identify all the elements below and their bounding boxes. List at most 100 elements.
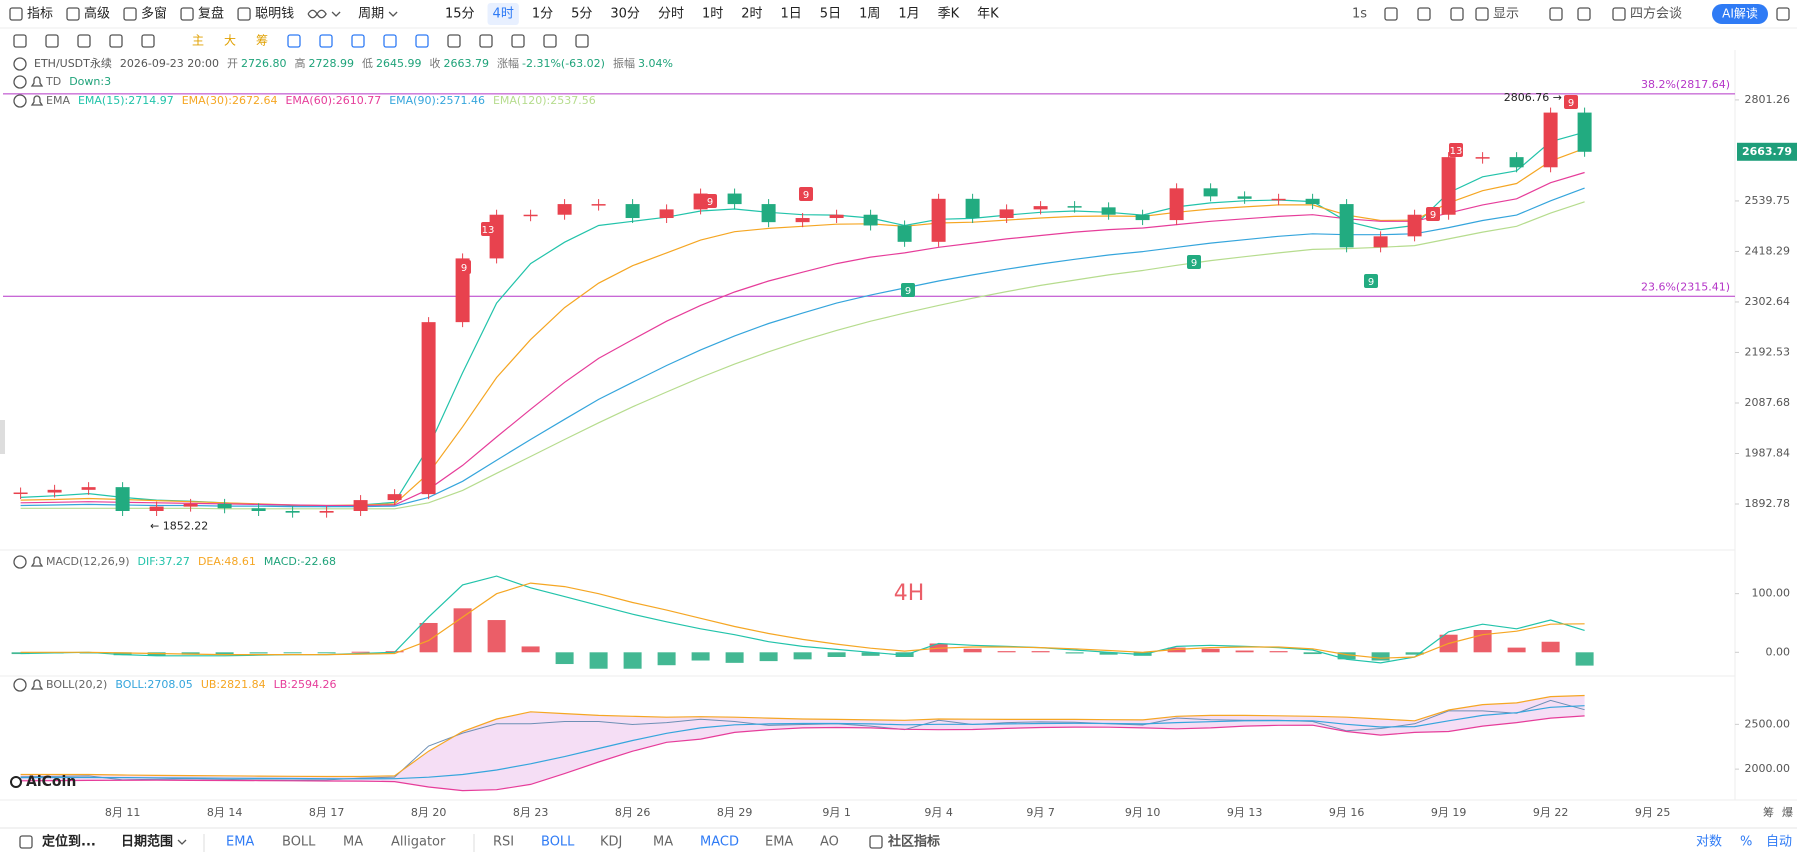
icon[interactable] [1384,7,1398,21]
bell-icon[interactable] [30,556,44,567]
sub-indicator[interactable]: KDJ [600,835,622,850]
interval[interactable]: 1日 [781,7,802,22]
icon[interactable] [1417,7,1431,21]
interval[interactable]: 1周 [859,7,880,22]
axis-extra[interactable]: 筹 [1763,805,1774,819]
icon[interactable] [109,34,123,48]
sub-indicator[interactable]: EMA [765,835,793,850]
sub-indicator[interactable]: BOLL [541,835,575,850]
draw-tool[interactable]: 大 [224,34,236,48]
candle-body [1271,198,1286,201]
icon[interactable] [45,34,59,48]
interval[interactable]: 2时 [741,7,762,22]
collapse-icon[interactable] [13,678,27,692]
toolbar-right-item[interactable]: 四方会谈 [1630,6,1682,22]
icon[interactable] [511,34,525,48]
icon[interactable] [351,34,365,48]
interval-active[interactable] [487,3,519,25]
date-range[interactable]: 日期范围 [121,834,173,850]
draw-tool[interactable]: 主 [192,34,204,48]
sub-indicator[interactable]: AO [820,835,839,850]
menu-item[interactable]: 指标 [27,7,53,22]
icon[interactable] [479,34,493,48]
scale-option[interactable]: % [1740,835,1752,850]
icon[interactable] [1577,7,1591,21]
scale-option[interactable]: 自动 [1766,835,1792,850]
bell-icon[interactable] [30,95,44,106]
sub-indicator[interactable]: MACD [700,835,739,850]
interval[interactable]: 1时 [702,7,723,22]
side-tab[interactable] [0,420,5,454]
interval[interactable]: 4时 [493,7,514,22]
infinity-icon[interactable] [307,9,327,19]
locate-button[interactable]: 定位到... [41,834,96,850]
community-indicators[interactable]: 社区指标 [887,834,940,850]
period-menu[interactable]: 周期 [358,7,384,22]
sub-indicator[interactable]: RSI [493,835,514,850]
x-tick-label: 9月 19 [1431,806,1467,819]
icon[interactable] [1612,7,1626,21]
interval[interactable]: 1月 [898,7,919,22]
icon[interactable] [123,7,137,21]
axis-extra[interactable]: 爆 [1782,805,1793,819]
icon[interactable] [575,34,589,48]
icon[interactable] [1776,7,1790,21]
collapse-icon[interactable] [13,57,27,71]
menu-item[interactable]: 聪明钱 [255,7,294,22]
icon[interactable] [9,7,23,21]
macd-bar [215,652,234,655]
legend-item: MACD:-22.68 [264,555,336,568]
icon[interactable] [319,34,333,48]
bell-icon[interactable] [30,76,44,87]
scale-option[interactable]: 对数 [1696,835,1722,850]
toolbar-right-item[interactable]: 显示 [1493,7,1519,22]
icon[interactable] [543,34,557,48]
icon[interactable] [383,34,397,48]
icon[interactable] [77,34,91,48]
icon[interactable] [415,34,429,48]
icon[interactable] [447,34,461,48]
menu-item[interactable]: 多窗 [141,6,167,22]
draw-tool[interactable]: 筹 [256,34,268,48]
candle-body [489,214,504,259]
interval[interactable]: 5日 [820,7,841,22]
interval[interactable]: 5分 [571,7,592,22]
main-indicator[interactable]: Alligator [391,835,446,850]
bell-icon[interactable] [30,679,44,690]
interval[interactable]: 30分 [610,7,640,22]
icon[interactable] [869,835,883,849]
icon[interactable] [237,7,251,21]
sub-indicator[interactable]: MA [653,835,673,850]
icon[interactable] [1549,7,1563,21]
chevron[interactable] [177,839,187,845]
icon[interactable] [180,7,194,21]
interval[interactable]: 季K [938,7,960,22]
interval[interactable]: 1分 [532,7,553,22]
chevron[interactable] [388,11,398,17]
icon[interactable] [13,34,27,48]
menu-item[interactable]: 高级 [84,6,110,22]
x-tick-label: 9月 4 [924,806,953,819]
toolbar-right-item[interactable]: 1s [1352,7,1367,22]
icon[interactable] [141,34,155,48]
chevron[interactable] [331,11,341,17]
main-indicator[interactable]: BOLL [282,835,316,850]
ai-button-label[interactable]: AI解读 [1722,7,1758,21]
main-indicator[interactable]: MA [343,835,363,850]
collapse-icon[interactable] [13,94,27,108]
candle-body [829,214,844,219]
icon[interactable] [66,7,80,21]
interval[interactable]: 15分 [445,7,475,22]
ai-button[interactable] [1712,4,1768,24]
interval[interactable]: 年K [977,7,999,22]
interval[interactable]: 分时 [658,7,684,22]
icon[interactable] [19,835,33,849]
icon[interactable] [287,34,301,48]
main-indicator[interactable]: EMA [226,835,254,850]
td-marker [703,194,717,208]
icon[interactable] [1450,7,1464,21]
collapse-icon[interactable] [13,75,27,89]
collapse-icon[interactable] [13,555,27,569]
icon[interactable] [1475,7,1489,21]
menu-item[interactable]: 复盘 [198,6,224,22]
